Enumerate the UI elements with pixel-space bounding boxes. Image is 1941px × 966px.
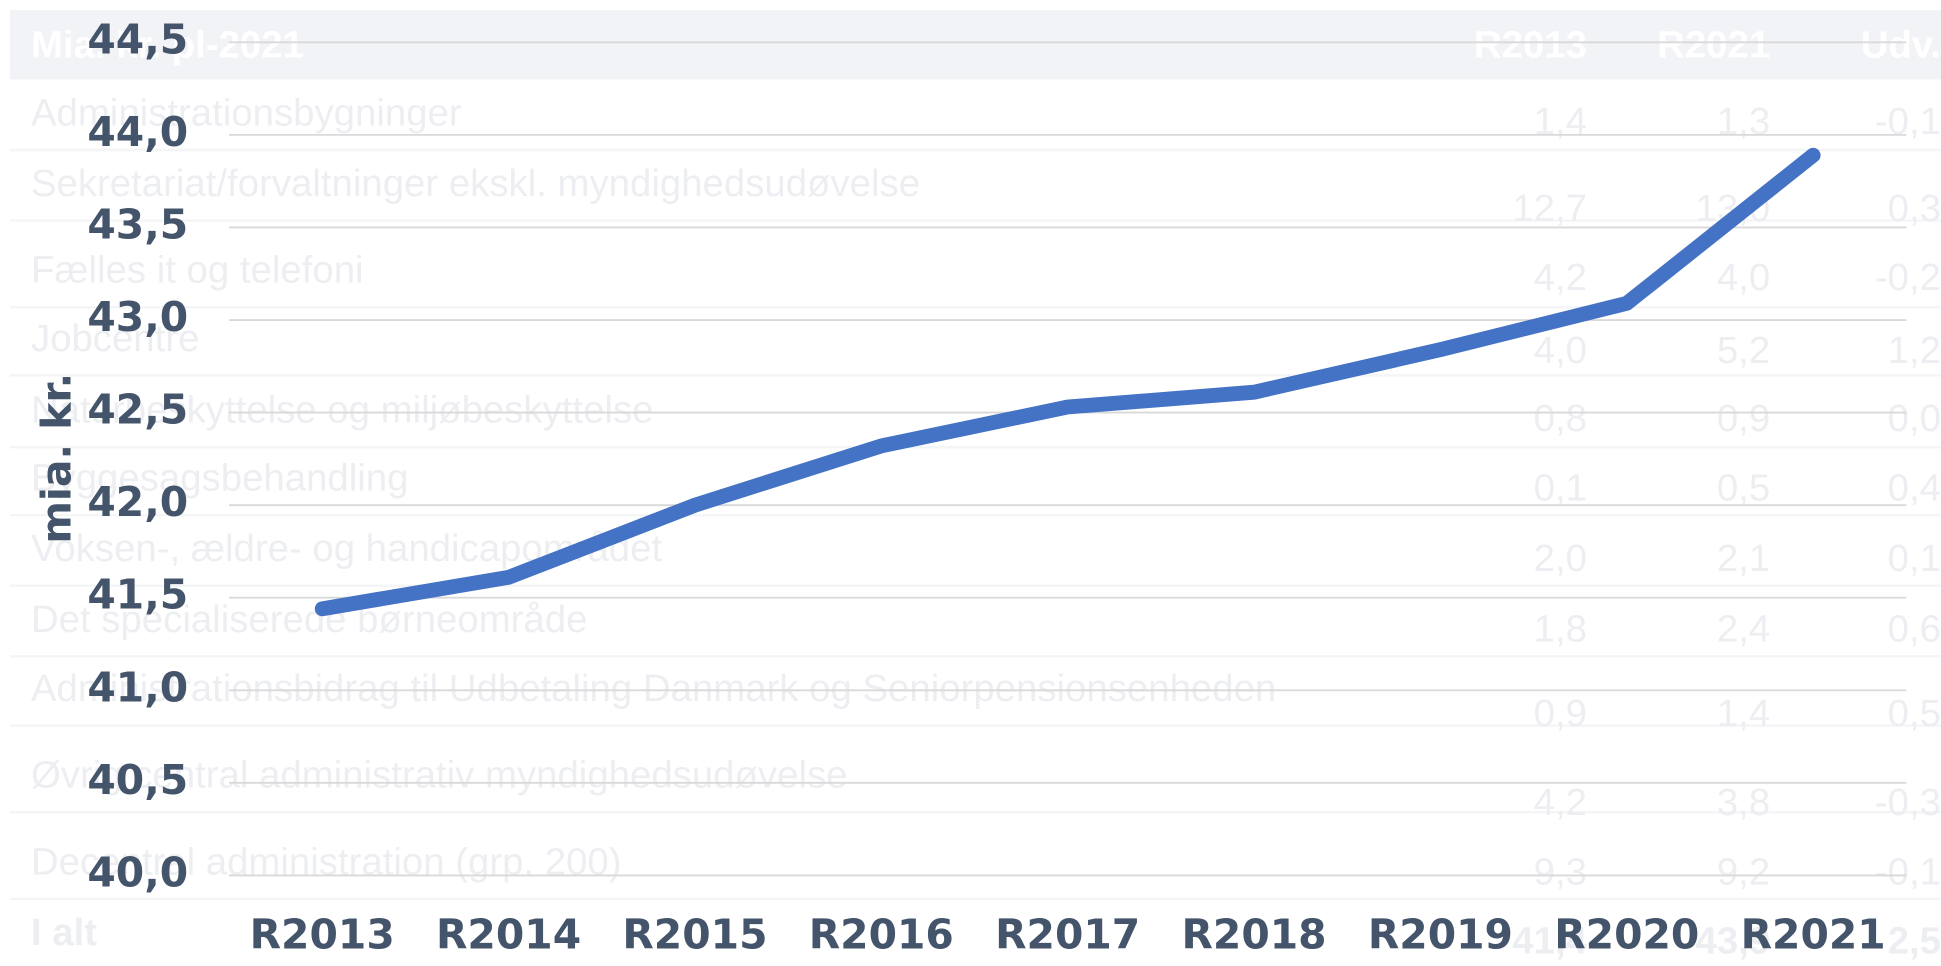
y-tick-label: 40,5 <box>87 756 188 804</box>
table-cell: Naturbeskyttelse og miljøbeskyttelse <box>31 389 654 432</box>
table-header-cell: R2021 <box>1657 23 1770 66</box>
x-tick-label: R2018 <box>1181 910 1326 958</box>
table-cell: -0,2 <box>1875 256 1941 299</box>
x-tick-label: R2016 <box>809 910 954 958</box>
table-cell: 0,3 <box>1888 187 1941 230</box>
y-tick-label: 44,0 <box>87 108 188 156</box>
table-cell: 0,8 <box>1534 397 1587 440</box>
y-tick-label: 41,0 <box>87 663 188 711</box>
table-cell: 1,2 <box>1888 329 1941 372</box>
table-cell: 43,9 <box>1696 920 1771 963</box>
table-cell: 0,5 <box>1717 467 1770 510</box>
table-cell: Øvrig central administrativ myndighedsud… <box>31 754 848 797</box>
x-tick-label: R2021 <box>1741 910 1886 958</box>
table-cell: 9,3 <box>1534 850 1587 893</box>
table-cell: 4,2 <box>1534 256 1587 299</box>
table-cell: 3,8 <box>1717 781 1770 824</box>
table-cell: 1,4 <box>1534 100 1587 143</box>
table-cell: 4,0 <box>1534 329 1587 372</box>
table-cell: Jobcentre <box>31 317 199 360</box>
table-cell: 2,5 <box>1888 920 1941 963</box>
table-cell: 4,0 <box>1717 256 1770 299</box>
x-tick-label: R2019 <box>1368 910 1513 958</box>
table-header-cell: Mia. kr. pl-2021 <box>31 23 304 66</box>
table-cell: 0,1 <box>1888 537 1941 580</box>
table-cell: 0,4 <box>1888 467 1941 510</box>
table-cell: 9,2 <box>1717 850 1770 893</box>
table-cell: 0,9 <box>1717 397 1770 440</box>
data-line <box>314 147 1821 617</box>
table-cell: Administrationsbidrag til Udbetaling Dan… <box>31 667 1276 710</box>
y-tick-label: 43,0 <box>87 293 188 341</box>
y-tick-label: 42,5 <box>87 386 188 434</box>
background-table: Mia. kr. pl-2021 R2013 R2021 Udv. Administra… <box>9 23 1941 963</box>
y-tick-label: 44,5 <box>87 15 188 63</box>
table-cell: -0,1 <box>1875 100 1941 143</box>
x-tick-label: R2014 <box>436 910 581 958</box>
x-tick-label: R2015 <box>622 910 767 958</box>
table-cell: 4,2 <box>1534 781 1587 824</box>
table-cell: I alt <box>31 911 97 954</box>
table-header-cell: Udv. <box>1861 23 1941 66</box>
y-tick-label: 40,0 <box>87 848 188 896</box>
x-tick-label: R2017 <box>995 910 1140 958</box>
table-cell: 12,7 <box>1512 187 1587 230</box>
table-cell: Sekretariat/forvaltninger ekskl. myndigh… <box>31 162 920 205</box>
table-cell: Det specialiserede børneområde <box>31 598 588 641</box>
table-cell: 2,0 <box>1534 537 1587 580</box>
table-cell: 2,1 <box>1717 537 1770 580</box>
y-axis-label: mia. kr. <box>32 373 80 544</box>
table-cell: Byggesagsbehandling <box>31 457 409 500</box>
table-cell: -0,3 <box>1875 781 1941 824</box>
table-cell: 0,6 <box>1888 608 1941 651</box>
table-header-band <box>9 10 1941 80</box>
y-tick-label: 43,5 <box>87 200 188 248</box>
table-cell: 5,2 <box>1717 329 1770 372</box>
table-cell: 2,4 <box>1717 608 1770 651</box>
table-cell: 0,5 <box>1888 692 1941 735</box>
table-cell: 0,0 <box>1888 397 1941 440</box>
table-cell: 1,3 <box>1717 100 1770 143</box>
y-tick-label: 42,0 <box>87 478 188 526</box>
table-cell: 1,8 <box>1534 608 1587 651</box>
table-header-cell: R2013 <box>1474 23 1587 66</box>
x-tick-label: R2020 <box>1554 910 1699 958</box>
x-tick-label: R2013 <box>250 910 395 958</box>
table-cell: Fælles it og telefoni <box>31 249 364 292</box>
table-cell: 0,9 <box>1534 692 1587 735</box>
table-cell: -0,1 <box>1875 850 1941 893</box>
table-cell: 41,4 <box>1512 920 1587 963</box>
table-cell: 1,4 <box>1717 692 1770 735</box>
table-cell: Administrationsbygninger <box>31 91 462 134</box>
table-cell: 0,1 <box>1534 467 1587 510</box>
y-tick-label: 41,5 <box>87 571 188 619</box>
plot: 40,0 40,5 41,0 41,5 42,0 42,5 43,0 43,5 44,0 44,5… <box>87 15 1907 958</box>
